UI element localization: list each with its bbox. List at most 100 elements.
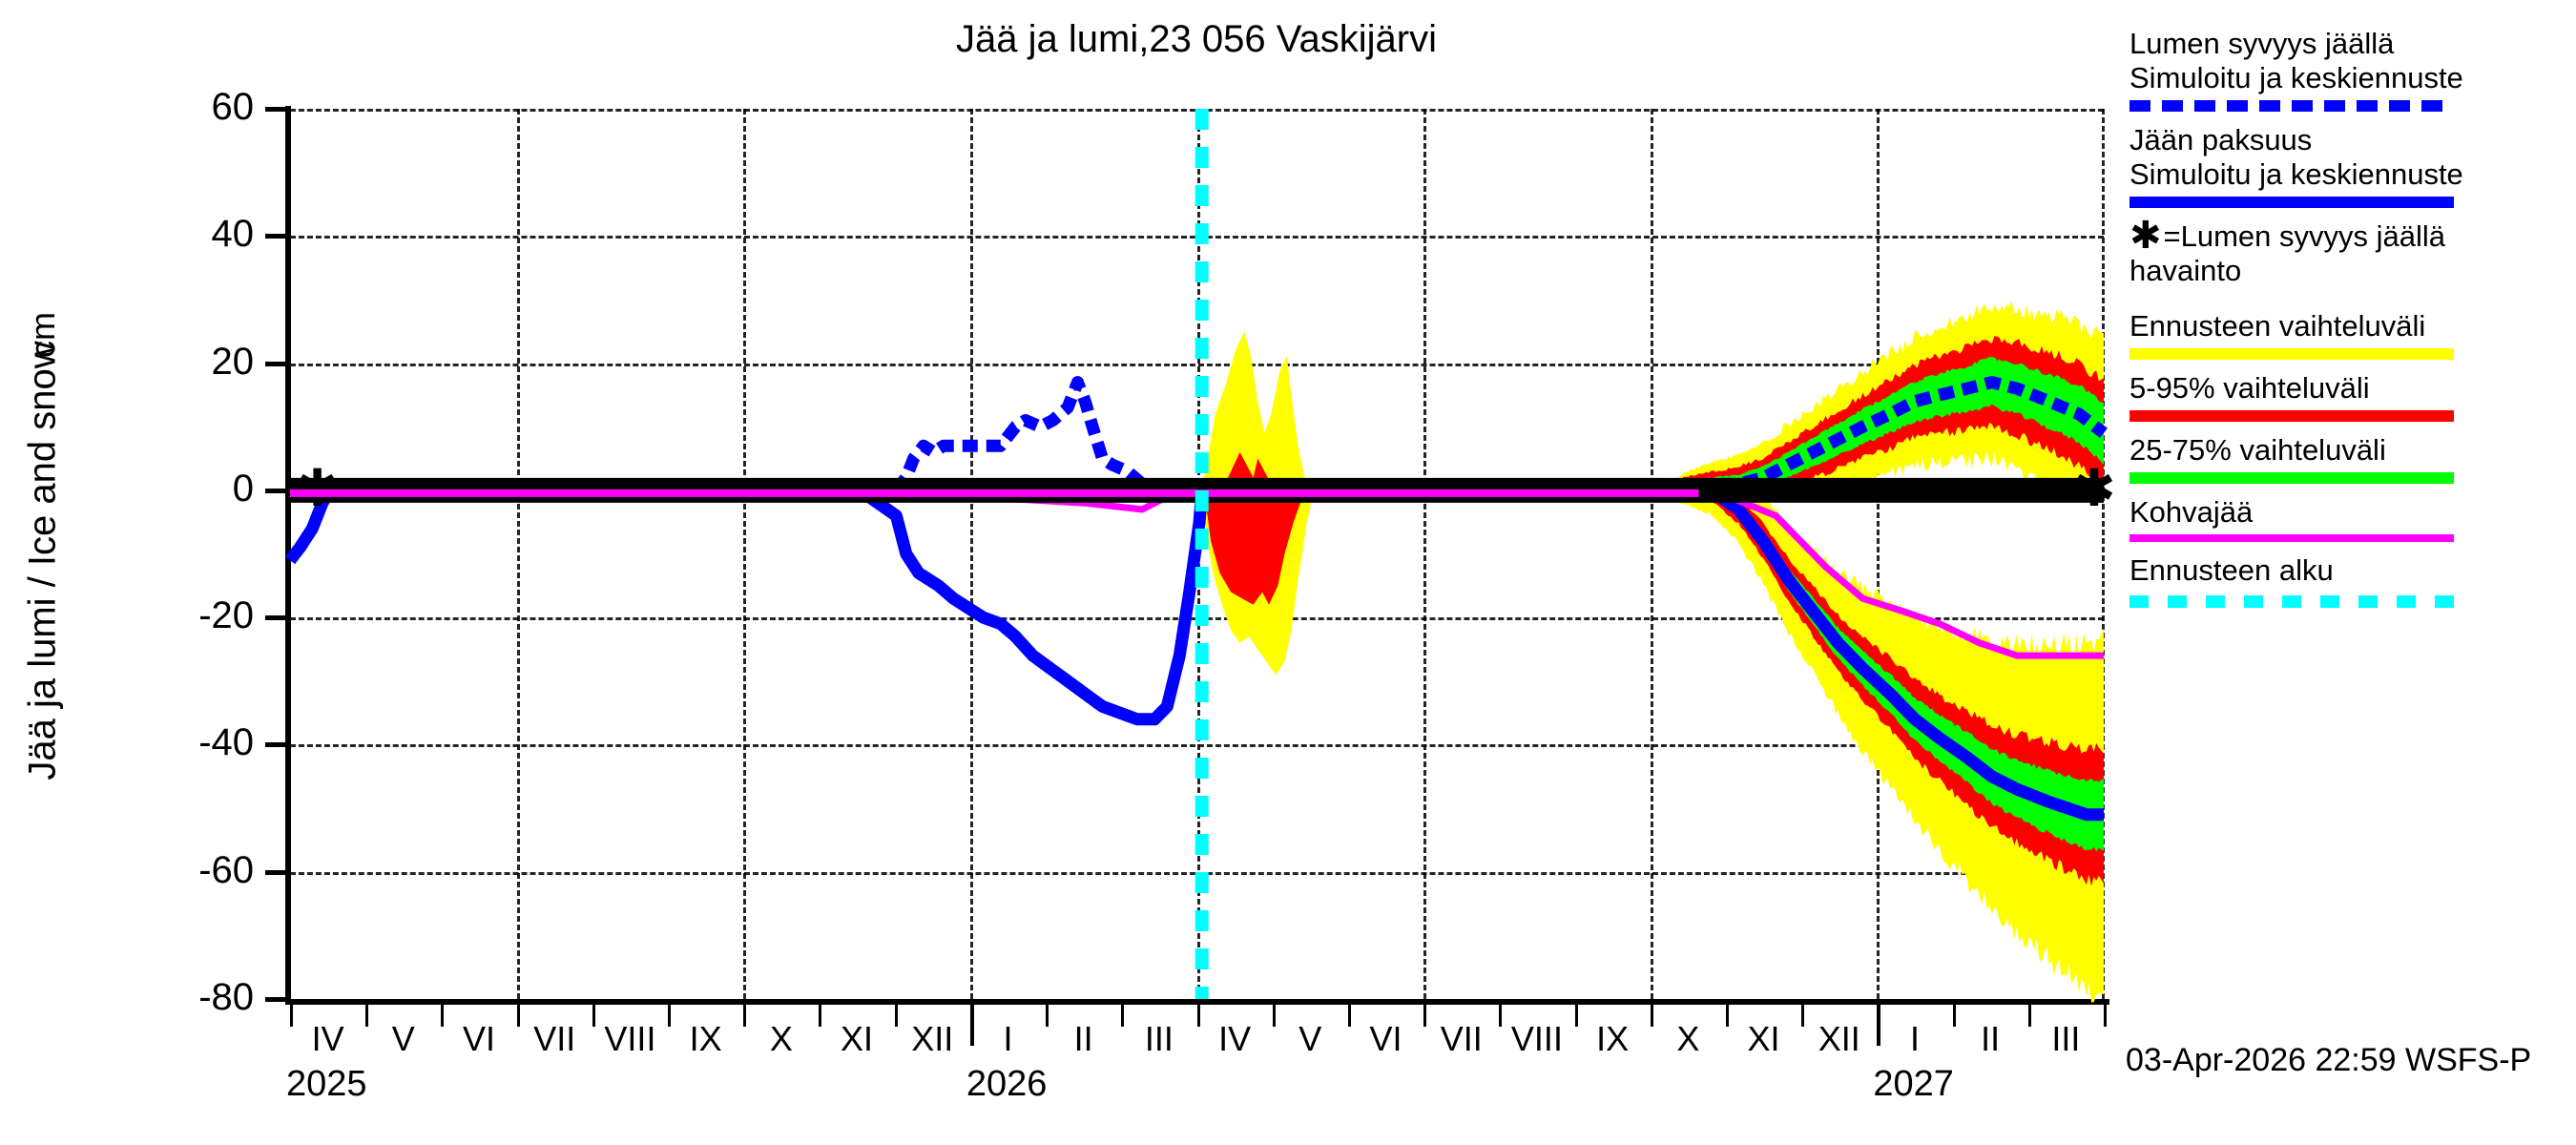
legend-sublabel: havainto	[2129, 254, 2242, 287]
legend-item-kohvajaa[interactable]: Kohvajää	[2129, 495, 2576, 542]
x-tick-label-month: XII	[1818, 1019, 1860, 1058]
x-tick	[969, 1002, 974, 1046]
legend-item-snow-depth-simulated[interactable]: Lumen syvyys jäällä Simuloitu ja keskienn…	[2129, 27, 2576, 112]
y-tick-label: -40	[198, 721, 254, 764]
ice-band-5-95-outer	[1678, 489, 2104, 1003]
legend-swatch-range-5-95	[2129, 410, 2454, 422]
gridline-vertical	[1423, 109, 1427, 999]
x-tick	[1499, 1002, 1503, 1027]
page-title: Jää ja lumi,23 056 Vaskijärvi	[956, 18, 1437, 60]
legend-label: Lumen syvyys jäällä	[2129, 27, 2395, 60]
chart-data-layer: ✱ ✱	[284, 109, 2116, 1003]
legend-label: 25-75% vaihteluväli	[2129, 433, 2386, 467]
x-tick	[2104, 1002, 2107, 1027]
x-tick	[894, 1002, 898, 1027]
x-tick-label-month: III	[2051, 1019, 2081, 1058]
x-tick	[1725, 1002, 1729, 1027]
x-tick	[592, 1002, 595, 1027]
legend-sublabel: Simuloitu ja keskiennuste	[2129, 61, 2463, 94]
x-tick	[743, 1002, 747, 1027]
y-tick	[265, 488, 290, 493]
x-tick	[1423, 1002, 1427, 1027]
legend-item-forecast-start[interactable]: Ennusteen alku	[2129, 553, 2576, 608]
legend-label: Ennusteen vaihteluväli	[2129, 309, 2426, 343]
plot-area: ✱ ✱	[265, 106, 2116, 1046]
gridline-vertical	[1650, 109, 1653, 999]
x-tick-label-month: X	[1676, 1019, 1700, 1058]
x-tick	[1046, 1002, 1049, 1027]
x-tick	[1650, 1002, 1653, 1027]
legend-swatch-forecast-range	[2129, 348, 2454, 360]
x-tick-label-month: VIII	[604, 1019, 656, 1058]
legend-label: Jään paksuus	[2129, 123, 2313, 156]
x-tick	[1347, 1002, 1351, 1027]
forecast-burst-snow-yellow	[1201, 331, 1314, 490]
y-tick	[265, 869, 290, 875]
x-tick-label-month: IX	[1596, 1019, 1630, 1058]
x-tick-label-month: VIII	[1510, 1019, 1563, 1058]
y-tick-label: 20	[211, 340, 255, 383]
legend-swatch-snow-depth-simulated	[2129, 100, 2454, 112]
x-tick-label-month: VII	[1440, 1019, 1483, 1058]
x-tick	[290, 1002, 293, 1027]
x-tick-label-month: II	[1073, 1019, 1093, 1058]
snow-observation-marker: ✱	[2072, 460, 2115, 517]
gridline-vertical	[516, 109, 520, 999]
legend-label: Kohvajää	[2129, 495, 2254, 529]
x-tick	[441, 1002, 445, 1027]
kohvajaa-line	[290, 493, 2104, 659]
x-tick-label-month: XI	[841, 1019, 874, 1058]
legend-swatch-kohvajaa	[2129, 534, 2454, 542]
x-tick-label-month: IV	[1218, 1019, 1252, 1058]
x-tick	[1877, 1002, 1881, 1046]
legend-item-range-5-95[interactable]: 5-95% vaihteluväli	[2129, 371, 2576, 422]
x-tick-label-month: VI	[463, 1019, 496, 1058]
x-tick	[1121, 1002, 1125, 1027]
y-tick-label: 60	[211, 86, 255, 128]
x-tick	[365, 1002, 369, 1027]
legend-item-ice-thickness-simulated[interactable]: Jään paksuus Simuloitu ja keskiennuste	[2129, 123, 2576, 208]
gridline-vertical	[2102, 109, 2105, 999]
x-tick-label-month: XI	[1747, 1019, 1780, 1058]
y-tick	[265, 361, 290, 366]
snow-observation-star-icon: ✱	[2129, 215, 2162, 257]
y-tick-label: 40	[211, 213, 255, 256]
legend-label: 5-95% vaihteluväli	[2129, 371, 2370, 405]
legend-sublabel: Simuloitu ja keskiennuste	[2129, 157, 2463, 191]
x-axis-year-label: 2026	[966, 1064, 1048, 1104]
y-tick-label: -80	[198, 976, 254, 1018]
y-tick	[265, 234, 290, 239]
legend-label: Ennusteen alku	[2129, 553, 2334, 587]
gridline-vertical	[743, 109, 747, 999]
legend-item-range-25-75[interactable]: 25-75% vaihteluväli	[2129, 433, 2576, 484]
x-tick	[516, 1002, 520, 1027]
snow-observation-marker: ✱	[296, 460, 339, 517]
x-tick-label-month: I	[1003, 1019, 1013, 1058]
chart-legend: Lumen syvyys jäällä Simuloitu ja keskienn…	[2129, 27, 2576, 619]
x-tick	[1574, 1002, 1578, 1027]
y-tick-label: -60	[198, 848, 254, 891]
y-axis-unit: cm	[23, 312, 62, 358]
y-tick-label: -20	[198, 594, 254, 637]
x-tick-label-month: I	[1909, 1019, 1920, 1058]
y-tick	[265, 742, 290, 748]
legend-item-snow-observation[interactable]: ✱ =Lumen syvyys jäällä havainto	[2129, 215, 2576, 288]
legend-item-forecast-range[interactable]: Ennusteen vaihteluväli	[2129, 309, 2576, 360]
x-axis-year-label: 2025	[286, 1064, 367, 1104]
forecast-burst-ice-red	[1204, 489, 1307, 605]
gridline-vertical	[969, 109, 973, 999]
x-tick-label-month: V	[1298, 1019, 1322, 1058]
x-tick	[1272, 1002, 1276, 1027]
gridline-horizontal	[290, 999, 2104, 1002]
y-tick-label: 0	[232, 467, 254, 510]
x-tick-label-month: IV	[311, 1019, 344, 1058]
y-axis-title-group: Jää ja lumi / Ice and snow cm	[0, 0, 114, 1050]
y-tick	[265, 107, 290, 112]
x-axis-year-label: 2027	[1873, 1064, 1954, 1104]
x-tick-label-month: XII	[911, 1019, 954, 1058]
legend-swatch-ice-thickness-simulated	[2129, 197, 2454, 208]
legend-swatch-forecast-start	[2129, 595, 2454, 608]
x-tick-label-month: X	[769, 1019, 793, 1058]
y-tick	[265, 997, 290, 1002]
x-tick	[1196, 1002, 1200, 1027]
